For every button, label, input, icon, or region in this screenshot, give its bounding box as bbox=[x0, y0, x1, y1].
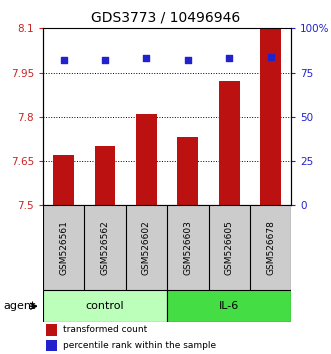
Point bbox=[185, 57, 191, 63]
Bar bbox=[177, 137, 198, 205]
Text: percentile rank within the sample: percentile rank within the sample bbox=[63, 341, 216, 350]
Point bbox=[61, 57, 66, 63]
Bar bbox=[95, 146, 116, 205]
Point bbox=[226, 56, 232, 61]
Text: IL-6: IL-6 bbox=[219, 301, 239, 311]
Bar bbox=[43, 290, 167, 322]
Bar bbox=[46, 324, 57, 336]
Text: GSM526678: GSM526678 bbox=[266, 220, 275, 275]
Text: GSM526605: GSM526605 bbox=[225, 220, 234, 275]
Bar bbox=[167, 290, 291, 322]
Text: transformed count: transformed count bbox=[63, 325, 147, 334]
Text: control: control bbox=[86, 301, 124, 311]
Point bbox=[103, 57, 108, 63]
Text: GSM526602: GSM526602 bbox=[142, 221, 151, 275]
Point bbox=[268, 54, 273, 59]
Bar bbox=[260, 28, 281, 205]
Text: GSM526561: GSM526561 bbox=[59, 220, 68, 275]
Text: GDS3773 / 10496946: GDS3773 / 10496946 bbox=[91, 11, 240, 25]
Bar bbox=[46, 340, 57, 352]
Point bbox=[144, 56, 149, 61]
Bar bbox=[219, 81, 240, 205]
Text: GSM526603: GSM526603 bbox=[183, 220, 192, 275]
Bar bbox=[136, 114, 157, 205]
Bar bbox=[53, 155, 74, 205]
Text: agent: agent bbox=[3, 301, 36, 311]
Text: GSM526562: GSM526562 bbox=[101, 221, 110, 275]
